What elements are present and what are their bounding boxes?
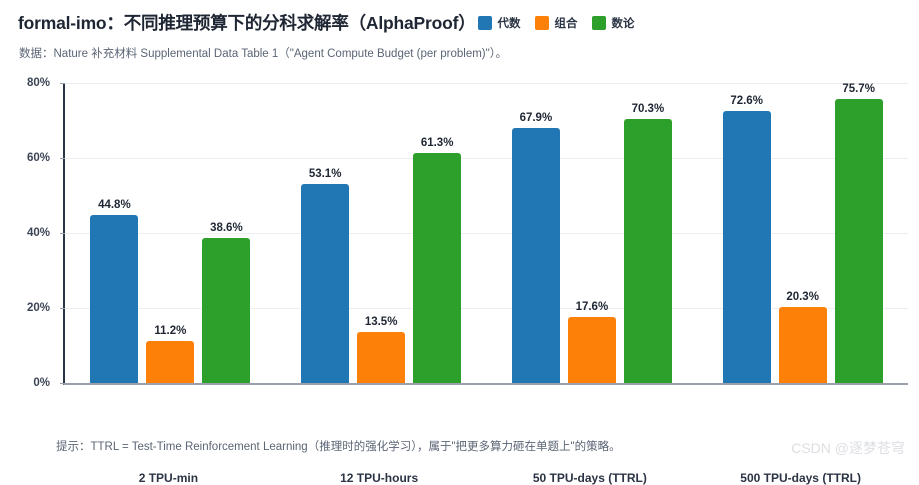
y-axis: 0% 20% 40% 60% 80% — [0, 76, 57, 389]
bar-value-label: 53.1% — [308, 167, 342, 180]
bar-column: 75.7% — [834, 83, 883, 383]
bar-value-label: 44.8% — [98, 199, 131, 211]
legend-item-1[interactable]: 代数 — [477, 15, 521, 31]
bar[interactable] — [623, 119, 672, 383]
bar-value-label: 72.6% — [730, 94, 763, 107]
legend-item-3[interactable]: 数论 — [591, 15, 635, 31]
x-tick-label: 50 TPU-days (TTRL) — [532, 471, 647, 485]
y-tick-mark — [60, 158, 65, 159]
y-tick-mark — [60, 308, 65, 309]
bar-column: 44.8% — [90, 83, 139, 383]
y-tick-label: 60% — [26, 152, 50, 164]
bar[interactable] — [146, 341, 195, 383]
bar-group: 72.6% 20.3% 75.7% — [697, 83, 908, 383]
bar-column: 20.3% — [778, 83, 827, 383]
bar-group: 44.8% 11.2% 38.6% — [65, 83, 276, 383]
chart-plot: 0% 20% 40% 60% 80% 44.8% 11.2% 38.6% 53.1% 13.5%… — [0, 76, 919, 485]
x-tick-label: 12 TPU-hours — [340, 471, 419, 485]
x-tick-label: 2 TPU-min — [138, 471, 199, 485]
gridline — [65, 83, 908, 84]
x-tick-label: 500 TPU-days (TTRL) — [740, 471, 861, 485]
bar-column: 11.2% — [146, 83, 195, 383]
bar-column: 72.6% — [722, 83, 771, 383]
bar-group: 53.1% 13.5% 61.3% — [276, 83, 487, 383]
y-tick-label: 40% — [26, 227, 50, 239]
bar[interactable] — [301, 183, 350, 383]
title-row: formal-imo：不同推理预算下的分科求解率（AlphaProof） 代数 组… — [18, 10, 635, 35]
bar[interactable] — [202, 238, 251, 383]
watermark: CSDN @逐梦苍穹 — [791, 440, 905, 456]
gridline — [65, 308, 908, 309]
bar-group-bars: 44.8% 11.2% 38.6% — [65, 83, 276, 383]
bar-value-label: 11.2% — [154, 325, 187, 337]
bar-column: 38.6% — [202, 83, 251, 383]
chart-legend: 代数 组合 数论 — [477, 15, 635, 31]
bar[interactable] — [511, 128, 560, 383]
bar[interactable] — [90, 215, 139, 383]
legend-swatch-icon — [534, 15, 549, 30]
y-tick-label: 80% — [26, 77, 50, 89]
x-axis: 2 TPU-min 12 TPU-hours 50 TPU-days (TTRL) 5… — [63, 471, 906, 485]
bar-value-label: 70.3% — [631, 103, 665, 116]
bar-groups: 44.8% 11.2% 38.6% 53.1% 13.5% 61.3% 67.9% 17.6%… — [65, 83, 908, 383]
bar[interactable] — [357, 332, 406, 383]
bar-value-label: 75.7% — [842, 83, 875, 96]
bar-column: 67.9% — [511, 83, 560, 383]
chart-subtitle: 数据：Nature 补充材料 Supplemental Data Table 1… — [19, 48, 507, 60]
bar-column: 17.6% — [567, 83, 616, 383]
bar-column: 70.3% — [623, 83, 672, 383]
bar-group-bars: 67.9% 17.6% 70.3% — [487, 83, 698, 383]
legend-swatch-icon — [477, 15, 492, 30]
y-tick-label: 0% — [33, 377, 50, 389]
bar-group: 67.9% 17.6% 70.3% — [487, 83, 698, 383]
bar[interactable] — [722, 110, 771, 383]
legend-label: 组合 — [554, 17, 578, 30]
plot-area: 44.8% 11.2% 38.6% 53.1% 13.5% 61.3% 67.9% 17.6%… — [60, 83, 908, 385]
gridline — [65, 158, 908, 159]
y-tick-mark — [60, 383, 65, 384]
gridline — [65, 233, 908, 234]
bar[interactable] — [778, 306, 827, 383]
bar-group-bars: 53.1% 13.5% 61.3% — [276, 83, 487, 383]
y-tick-mark — [60, 233, 65, 234]
y-tick-mark — [60, 83, 65, 84]
y-tick-label: 20% — [26, 302, 50, 314]
bar-value-label: 13.5% — [364, 316, 398, 329]
legend-label: 代数 — [497, 17, 521, 30]
bar-column: 53.1% — [301, 83, 350, 383]
bar[interactable] — [413, 153, 462, 383]
legend-label: 数论 — [611, 17, 635, 30]
bar-value-label: 67.9% — [519, 112, 553, 125]
footnote: 提示：TTRL = Test-Time Reinforcement Learni… — [56, 441, 621, 453]
bar[interactable] — [834, 99, 883, 383]
bar[interactable] — [567, 317, 616, 383]
page-title: formal-imo：不同推理预算下的分科求解率（AlphaProof） — [18, 13, 476, 33]
legend-swatch-icon — [591, 15, 606, 30]
bar-column: 13.5% — [357, 83, 406, 383]
bar-value-label: 17.6% — [575, 301, 609, 313]
bar-column: 61.3% — [413, 83, 462, 383]
legend-item-2[interactable]: 组合 — [534, 15, 578, 31]
chart-header: formal-imo：不同推理预算下的分科求解率（AlphaProof） 代数 组… — [0, 0, 919, 70]
bar-group-bars: 72.6% 20.3% 75.7% — [697, 83, 908, 383]
bar-value-label: 61.3% — [420, 137, 454, 150]
bar-value-label: 20.3% — [786, 290, 819, 303]
bar-value-label: 38.6% — [210, 222, 243, 235]
